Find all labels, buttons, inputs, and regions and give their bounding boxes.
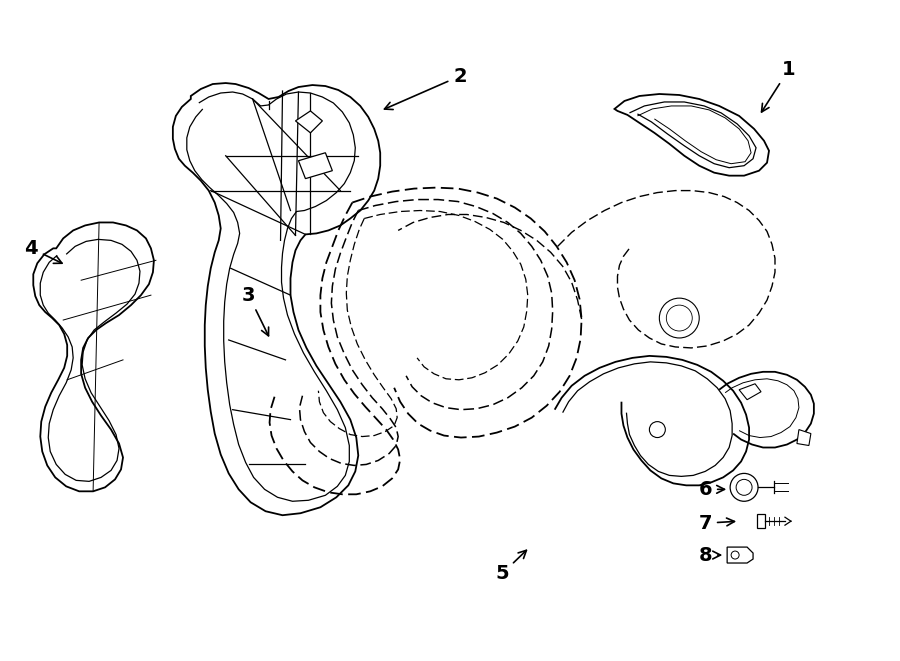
Text: 7: 7 [698,514,734,533]
Text: 5: 5 [495,551,526,584]
Polygon shape [295,111,322,133]
Polygon shape [615,94,769,176]
Polygon shape [757,514,765,528]
Text: 2: 2 [384,67,467,110]
Text: 8: 8 [698,545,721,564]
Polygon shape [299,153,332,178]
Polygon shape [727,547,753,563]
Polygon shape [796,430,811,446]
Polygon shape [33,223,154,491]
Polygon shape [173,83,380,515]
Text: 1: 1 [761,59,796,112]
Polygon shape [739,384,761,400]
Text: 3: 3 [242,286,268,336]
Text: 6: 6 [698,480,724,499]
Text: 4: 4 [24,239,62,263]
